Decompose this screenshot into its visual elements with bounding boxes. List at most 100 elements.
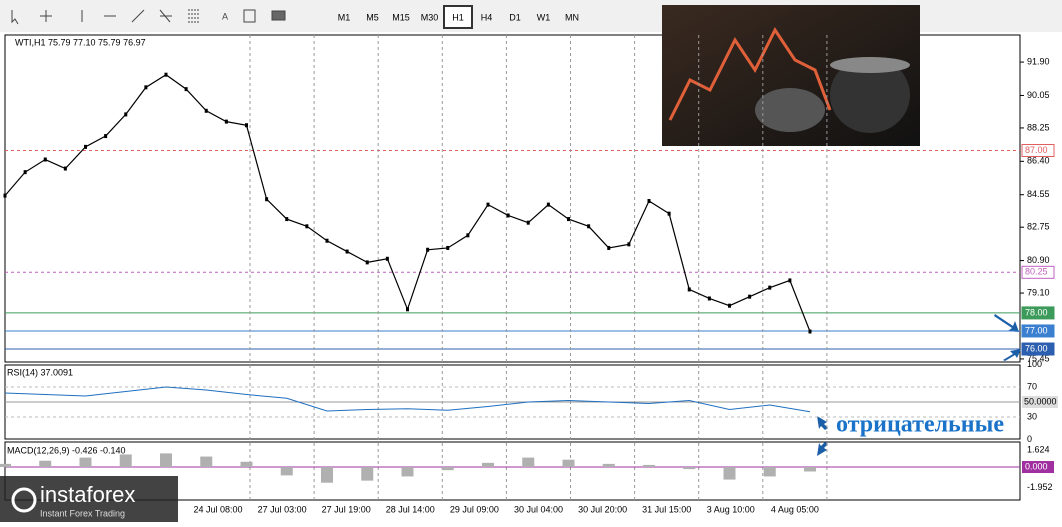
level-badge <box>1021 342 1055 356</box>
candle <box>285 217 289 222</box>
macd-bar <box>160 453 172 468</box>
candle <box>385 256 389 261</box>
candle <box>627 242 631 247</box>
active-frame <box>443 5 473 29</box>
level-label: 77.00 <box>1025 325 1048 335</box>
candle <box>406 307 409 312</box>
rsi-tick-label: 30 <box>1027 411 1037 421</box>
candle <box>486 202 490 207</box>
macd-bar <box>401 467 414 477</box>
watermark-tagline: Instant Forex Trading <box>40 508 125 518</box>
macd-panel <box>4 441 1021 501</box>
candle <box>426 247 430 252</box>
candle <box>667 211 671 216</box>
macd-bar <box>119 454 132 468</box>
y-tick-label: 88.25 <box>1027 122 1050 132</box>
time-label: 4 Aug 05:00 <box>771 504 819 514</box>
y-tick-label: 84.55 <box>1027 189 1050 199</box>
candle <box>446 245 450 250</box>
macd-bar <box>602 463 615 468</box>
level-badge <box>1021 143 1055 157</box>
time-label: 30 Jul 20:00 <box>578 504 627 514</box>
macd-bar <box>79 457 92 468</box>
macd-bar <box>441 467 454 471</box>
candle <box>84 144 87 149</box>
candle <box>365 260 369 265</box>
candle <box>3 193 7 198</box>
candle <box>265 197 269 202</box>
timeframe-button[interactable]: M5 <box>366 12 379 22</box>
svg-text:A: A <box>222 11 228 21</box>
candle <box>647 199 651 204</box>
candle <box>23 170 27 175</box>
rsi-tick-label: 100 <box>1027 359 1042 369</box>
watermark-logo <box>11 487 37 513</box>
watermark-brand: instaforex <box>40 482 135 507</box>
y-tick-label: 91.90 <box>1027 56 1050 66</box>
rsi-line <box>4 386 811 413</box>
candle <box>224 119 228 124</box>
candle <box>466 233 470 238</box>
candle <box>184 87 188 92</box>
timeframe-button[interactable]: M15 <box>392 12 410 22</box>
candle <box>607 245 611 250</box>
level-label: 80.25 <box>1025 267 1048 277</box>
candle <box>245 123 248 128</box>
timeframe-button[interactable]: H1 <box>452 12 464 22</box>
y-tick-label: 86.40 <box>1027 156 1050 166</box>
macd-bar <box>0 463 11 468</box>
candle <box>63 166 67 171</box>
level-badge <box>1021 265 1055 279</box>
candle <box>204 108 208 113</box>
macd-bar <box>482 462 494 468</box>
y-tick-label: 90.05 <box>1027 90 1050 100</box>
macd-tick-label: -1.952 <box>1027 482 1053 492</box>
macd-bar <box>763 467 776 477</box>
timeframe-button[interactable]: M1 <box>338 12 351 22</box>
macd-bar <box>804 467 816 472</box>
time-label: 3 Aug 10:00 <box>707 504 755 514</box>
timeframe-button[interactable]: D1 <box>509 12 521 22</box>
candle <box>768 285 772 290</box>
y-tick-label: 75.45 <box>1027 353 1050 363</box>
timeframe-button[interactable]: W1 <box>537 12 551 22</box>
candle <box>728 303 731 308</box>
candle <box>546 202 550 207</box>
candle <box>305 224 309 229</box>
level-badge <box>1021 306 1055 320</box>
rsi-tick-label: 0 <box>1027 434 1032 444</box>
rsi-level-badge <box>1022 396 1058 408</box>
timeframe-button[interactable]: H4 <box>481 12 493 22</box>
chart-header: WTI,H1 75.79 77.10 75.79 76.97 <box>15 37 146 47</box>
tool-icons: A <box>11 9 286 25</box>
timeframe-button[interactable]: MN <box>565 12 579 22</box>
annotation: отрицательные <box>836 412 1004 438</box>
level-label: 78.00 <box>1025 307 1048 317</box>
candle <box>707 296 711 301</box>
oil-photo <box>662 5 920 146</box>
arrows <box>817 314 1021 456</box>
macd-bar <box>643 464 655 468</box>
candle <box>144 85 148 90</box>
candle <box>104 134 108 139</box>
rsi-tick-label: 70 <box>1027 381 1037 391</box>
macd-label: MACD(12,26,9) -0.426 -0.140 <box>7 445 126 455</box>
timeframe-button[interactable]: M30 <box>421 12 439 22</box>
level-badge <box>1021 324 1055 338</box>
candle <box>808 329 812 334</box>
time-label: 27 Jul 03:00 <box>258 504 307 514</box>
macd-bar <box>723 467 736 480</box>
candle <box>748 294 752 299</box>
candle <box>567 217 570 222</box>
time-label: 28 Jul 14:00 <box>386 504 435 514</box>
time-label: 31 Jul 15:00 <box>642 504 691 514</box>
y-tick-label: 79.10 <box>1027 287 1050 297</box>
macd-tick-label: 1.624 <box>1027 444 1050 454</box>
candle <box>124 112 128 117</box>
macd-bar <box>683 467 696 470</box>
macd-zero-label: 0.000 <box>1025 461 1048 471</box>
candle <box>43 157 47 162</box>
watermark-bg <box>0 476 178 522</box>
candle <box>687 287 691 292</box>
